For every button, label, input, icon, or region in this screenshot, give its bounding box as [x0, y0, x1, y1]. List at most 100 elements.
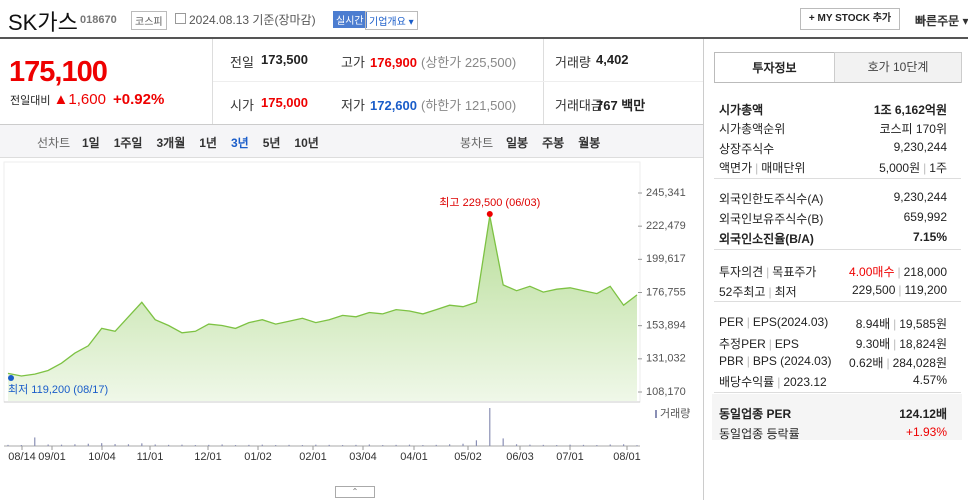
- volume-bar: [515, 444, 518, 446]
- line-chart-label: 선차트: [37, 136, 71, 150]
- change-percent: +0.92%: [113, 91, 165, 108]
- overview-dropdown[interactable]: 기업개요 ▾: [365, 11, 418, 30]
- period-tab[interactable]: 10년: [294, 136, 319, 150]
- price-area: [8, 216, 637, 401]
- info-label: PBR | BPS (2024.03): [719, 354, 832, 372]
- side-tab-active[interactable]: 투자정보: [714, 52, 835, 83]
- volume-bar: [47, 444, 49, 446]
- info-value-text: 8.94배: [855, 317, 891, 331]
- info-value-text: 9,230,244: [893, 140, 947, 154]
- candle-tab[interactable]: 월봉: [578, 136, 601, 150]
- info-value: 코스피 170위: [879, 120, 947, 138]
- volume-bar: [596, 445, 598, 446]
- collapse-button[interactable]: ⌃: [335, 486, 375, 498]
- info-row: PBR | BPS (2024.03) 0.62배 | 284,028원: [719, 354, 947, 372]
- side-tab[interactable]: 호가 10단계: [834, 52, 962, 83]
- candle-tab[interactable]: 주봉: [542, 136, 565, 150]
- info-value: 5,000원 | 1주: [879, 159, 947, 177]
- info-value-text: 119,200: [904, 283, 948, 297]
- separator: |: [768, 285, 772, 299]
- my-stock-button[interactable]: + MY STOCK 추가: [800, 8, 900, 30]
- info-value-text: 0.62배: [849, 356, 884, 370]
- info-label-text: 액면가: [719, 161, 753, 175]
- info-row: 52주최고 | 최저 229,500 | 119,200: [719, 283, 947, 301]
- x-tick-label: 05/02: [454, 451, 482, 463]
- info-row: 액면가 | 매매단위 5,000원 | 1주: [719, 159, 947, 177]
- header-rule: [0, 37, 968, 39]
- period-tab[interactable]: 3개월: [156, 136, 186, 150]
- info-value: 659,992: [904, 210, 947, 228]
- divider: [714, 82, 961, 83]
- volume-bar: [60, 444, 63, 446]
- info-label-text: 배당수익률: [719, 375, 775, 389]
- info-row: 투자의견 | 목표주가 4.00매수 | 218,000: [719, 263, 947, 281]
- summary-label: 고가: [341, 55, 365, 70]
- volume-bar: [502, 438, 504, 446]
- period-tab[interactable]: 1주일: [113, 136, 143, 150]
- volume-bar: [127, 444, 130, 446]
- calendar-icon: [175, 13, 186, 24]
- info-row: PER | EPS(2024.03) 8.94배 | 19,585원: [719, 315, 947, 333]
- volume-bar: [636, 445, 638, 446]
- period-tab[interactable]: 1년: [199, 136, 217, 150]
- info-label-text: PER: [719, 315, 744, 329]
- volume-bar: [288, 444, 290, 446]
- volume-bar: [167, 444, 170, 446]
- volume-bar: [114, 444, 116, 446]
- period-tab[interactable]: 3년: [230, 136, 249, 150]
- volume-bar: [20, 445, 22, 446]
- separator: |: [898, 283, 902, 297]
- volume-bar: [248, 444, 250, 446]
- info-value: 8.94배 | 19,585원: [856, 315, 947, 333]
- volume-bar: [154, 444, 156, 446]
- volume-bar: [261, 444, 263, 446]
- quick-order-dropdown[interactable]: 빠른주문 ▾: [915, 14, 968, 28]
- price-line: [7, 215, 638, 377]
- low-marker: [8, 375, 14, 381]
- y-tick-label: 199,617: [646, 253, 686, 265]
- info-label-text: 외국인소진율(B/A): [719, 232, 814, 246]
- divider: [714, 392, 961, 393]
- period-tab[interactable]: 5년: [262, 136, 281, 150]
- volume-bar: [7, 444, 9, 446]
- volume-bar: [221, 444, 223, 446]
- info-row: 시가총액 1조 6,162억원: [719, 101, 947, 119]
- x-tick-label: 08/14: [8, 451, 36, 463]
- info-value-text: 9.30배: [855, 337, 891, 351]
- summary-value: 176,900 (상한가 225,500): [370, 55, 517, 70]
- info-label-text: BPS (2024.03): [752, 354, 832, 368]
- change-row: 전일대비 ▲1,600 +0.92%: [10, 91, 164, 108]
- summary-label: 시가: [230, 98, 254, 113]
- x-tick-label: 03/04: [349, 451, 377, 463]
- info-value-text: 9,230,244: [893, 190, 947, 204]
- separator: |: [893, 337, 897, 351]
- volume-bar: [141, 443, 143, 446]
- volume-bar: [208, 444, 210, 446]
- info-label-text: EPS(2024.03): [752, 315, 829, 329]
- realtime-button[interactable]: 실시간: [333, 11, 367, 28]
- info-label-text: EPS: [774, 337, 799, 351]
- info-value: 7.15%: [913, 230, 947, 248]
- divider: [543, 39, 544, 125]
- divider: [703, 39, 704, 500]
- info-label: 상장주식수: [719, 140, 774, 158]
- separator: |: [746, 315, 750, 329]
- volume-bar: [368, 444, 370, 446]
- y-tick-label: 153,894: [646, 320, 686, 332]
- info-value: 4.57%: [913, 373, 947, 391]
- candle-tab[interactable]: 일봉: [506, 136, 529, 150]
- separator: |: [768, 337, 772, 351]
- volume-bar: [301, 445, 304, 446]
- separator: |: [777, 375, 781, 389]
- change-label: 전일대비: [10, 95, 51, 107]
- summary-label: 저가: [341, 98, 365, 113]
- volume-bar: [194, 445, 196, 446]
- period-tab[interactable]: 1일: [82, 136, 100, 150]
- volume-bar: [395, 444, 397, 446]
- volume-bar: [475, 440, 478, 446]
- info-value: 4.00매수 | 218,000: [849, 263, 947, 281]
- volume-bar: [623, 444, 625, 446]
- y-tick-label: 222,479: [646, 220, 686, 232]
- volume-bar: [101, 443, 103, 446]
- x-tick-label: 01/02: [244, 451, 272, 463]
